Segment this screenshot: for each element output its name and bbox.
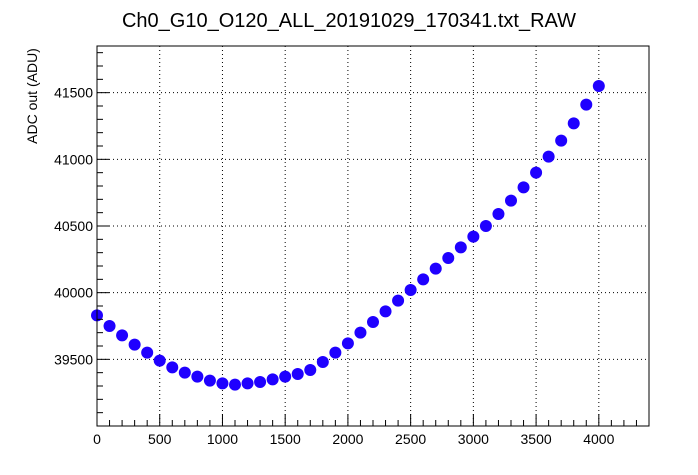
data-point bbox=[555, 134, 568, 147]
data-point bbox=[580, 98, 593, 111]
axes: 0 500 1000 1500 2000 2500 3000 3500 4000 39500 400… bbox=[54, 52, 650, 447]
data-point bbox=[530, 166, 543, 179]
y-axis-label: ADC out (ADU) bbox=[24, 48, 40, 144]
data-point bbox=[517, 181, 530, 194]
data-point bbox=[203, 374, 216, 387]
y-tick-label: 41000 bbox=[54, 151, 93, 167]
data-point bbox=[329, 346, 342, 359]
plot-frame bbox=[96, 45, 650, 427]
data-point bbox=[116, 329, 129, 342]
data-point bbox=[128, 338, 141, 351]
x-tick-label: 2000 bbox=[332, 431, 363, 447]
data-point bbox=[467, 230, 480, 243]
data-point bbox=[429, 262, 442, 275]
data-point bbox=[291, 368, 304, 380]
data-point bbox=[567, 117, 580, 130]
data-point bbox=[442, 252, 455, 264]
data-point bbox=[304, 364, 317, 376]
data-point bbox=[279, 370, 292, 383]
data-point bbox=[141, 346, 154, 359]
data-point bbox=[417, 273, 430, 286]
data-point bbox=[542, 150, 555, 163]
data-point bbox=[392, 294, 405, 307]
y-tick-label: 39500 bbox=[54, 351, 93, 367]
data-point bbox=[404, 284, 417, 296]
grid bbox=[96, 46, 649, 426]
data-point bbox=[229, 378, 241, 391]
x-tick-label: 500 bbox=[148, 431, 172, 447]
x-tick-label: 3500 bbox=[521, 431, 552, 447]
data-point bbox=[341, 337, 354, 350]
data-point bbox=[379, 305, 392, 318]
data-point bbox=[592, 80, 605, 92]
data-point bbox=[153, 354, 166, 367]
x-tick-label: 1500 bbox=[270, 431, 301, 447]
data-point bbox=[166, 361, 179, 374]
data-point bbox=[354, 326, 367, 339]
data-point bbox=[178, 366, 191, 379]
chart-title: Ch0_G10_O120_ALL_20191029_170341.txt_RAW bbox=[122, 10, 576, 32]
x-tick-label: 1000 bbox=[207, 431, 238, 447]
data-point bbox=[505, 194, 517, 207]
data-point bbox=[266, 373, 279, 386]
data-point bbox=[103, 320, 116, 332]
data-point bbox=[191, 370, 204, 383]
x-tick-label: 3000 bbox=[458, 431, 489, 447]
y-tick-label: 40000 bbox=[54, 285, 93, 301]
data-point bbox=[216, 377, 229, 390]
y-tick-label: 40500 bbox=[54, 218, 93, 234]
data-point bbox=[479, 220, 492, 232]
x-tick-label: 2500 bbox=[395, 431, 426, 447]
data-point bbox=[254, 376, 267, 388]
data-point bbox=[454, 241, 467, 254]
y-tick-label: 41500 bbox=[54, 85, 93, 101]
data-point bbox=[492, 208, 505, 220]
data-point bbox=[316, 356, 329, 368]
data-points bbox=[91, 80, 605, 391]
data-point bbox=[241, 377, 254, 390]
data-point bbox=[367, 316, 379, 328]
x-tick-label: 4000 bbox=[583, 431, 614, 447]
x-tick-label: 0 bbox=[93, 431, 101, 447]
